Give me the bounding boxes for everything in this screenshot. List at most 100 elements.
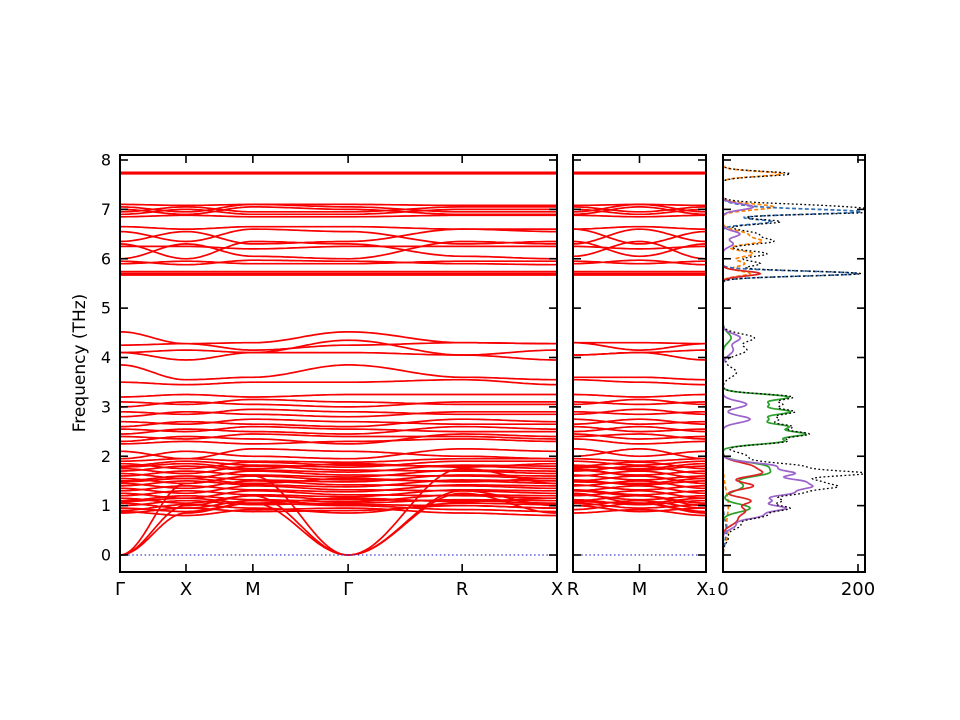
phonon-band (573, 259, 706, 266)
phonon-band (573, 485, 706, 495)
phonon-band (120, 214, 557, 218)
phonon-band (573, 225, 706, 230)
phonon-band (573, 408, 706, 416)
dos-curve-pdos-purple (723, 155, 814, 572)
x-tick-label-main-4: R (456, 579, 469, 600)
phonon-band (120, 425, 557, 433)
x-tick-label-main-1: X (180, 579, 192, 600)
panel-border-dos (722, 154, 866, 573)
phonon-band (120, 351, 557, 361)
phonon-band (573, 418, 706, 426)
phonon-band (120, 398, 557, 406)
phonon-band (120, 484, 557, 493)
phonon-band (120, 485, 557, 495)
phonon-band (120, 245, 557, 250)
y-tick-label: 3 (101, 397, 111, 416)
phonon-band (120, 418, 557, 428)
phonon-band (120, 447, 557, 460)
phonon-band (120, 477, 557, 485)
x-tick-label-main-3: Γ (343, 579, 353, 600)
phonon-band (573, 499, 706, 509)
phonon-band (573, 480, 706, 490)
phonon-band (573, 497, 706, 505)
x-tick-label-dos-1: 200 (841, 579, 875, 600)
phonon-band (573, 341, 706, 345)
phonon-band (573, 447, 706, 458)
phonon-band (573, 438, 706, 445)
phonon-band (120, 480, 557, 490)
phonon-band (573, 245, 706, 250)
phonon-band (120, 208, 557, 216)
phonon-band (573, 206, 706, 216)
dos-curve-pdos-orange (723, 155, 783, 572)
y-tick-label: 1 (101, 496, 111, 515)
phonon-band (120, 498, 557, 507)
y-tick-label: 4 (101, 348, 111, 367)
phonon-band (573, 228, 706, 245)
dos-curve-total-dos (723, 155, 865, 572)
phonon-band (573, 462, 706, 470)
phonon-band (120, 259, 557, 266)
phonon-band (573, 433, 706, 440)
phonon-band (120, 502, 557, 514)
x-tick-label-mid-1: M (632, 579, 648, 600)
phonon-band (120, 408, 557, 416)
phonon-band (573, 206, 706, 213)
phonon-band (120, 401, 557, 408)
phonon-band (573, 494, 706, 505)
phonon-band (120, 499, 557, 509)
phonon-band (120, 438, 557, 445)
x-tick-label-main-2: M (245, 579, 261, 600)
phonon-band (573, 393, 706, 398)
dos-curve-pdos-green (723, 155, 807, 572)
phonon-band (120, 225, 557, 230)
phonon-band (573, 447, 706, 460)
phonon-band (573, 214, 706, 218)
x-tick-label-dos-0: 0 (717, 579, 728, 600)
phonon-band (120, 447, 557, 460)
phonon-band (120, 341, 557, 351)
phonon-band (120, 433, 557, 445)
phonon-band (573, 461, 706, 470)
phonon-band (573, 489, 706, 500)
band-lines-main (120, 171, 557, 556)
x-tick-label-mid-0: R (567, 579, 580, 600)
phonon-band (573, 465, 706, 475)
phonon-band (573, 425, 706, 433)
phonon-band (120, 228, 557, 245)
phonon-band (573, 475, 706, 485)
phonon-band (120, 410, 557, 418)
phonon-band (120, 497, 557, 505)
y-tick-label: 0 (101, 546, 111, 565)
phonon-band (120, 378, 557, 386)
phonon-band (573, 376, 706, 381)
phonon-band (120, 330, 557, 345)
phonon-band (573, 351, 706, 361)
phonon-band (120, 488, 557, 498)
phonon-band (120, 465, 557, 475)
phonon-band (120, 418, 557, 426)
phonon-band (120, 462, 557, 470)
phonon-band (120, 507, 557, 517)
panel-border-mid (572, 154, 707, 573)
phonon-band (573, 470, 706, 480)
panel-border-main (119, 154, 558, 573)
x-tick-label-main-0: Γ (115, 579, 125, 600)
phonon-band (120, 469, 557, 478)
phonon-band (120, 203, 557, 207)
y-tick-label: 5 (101, 299, 111, 318)
phonon-band (120, 240, 557, 260)
phonon-band (573, 378, 706, 386)
band-lines-mid (573, 171, 706, 556)
phonon-band (120, 393, 557, 398)
x-tick-label-mid-2: X₁ (696, 579, 716, 600)
phonon-band (573, 203, 706, 207)
y-tick-label: 8 (101, 151, 111, 170)
phonon-band (120, 433, 557, 440)
x-tick-label-main-5: X (551, 579, 563, 600)
phonon-band (120, 479, 557, 488)
phonon-band (120, 260, 557, 265)
phonon-band (573, 508, 706, 517)
phonon-band (120, 206, 557, 216)
